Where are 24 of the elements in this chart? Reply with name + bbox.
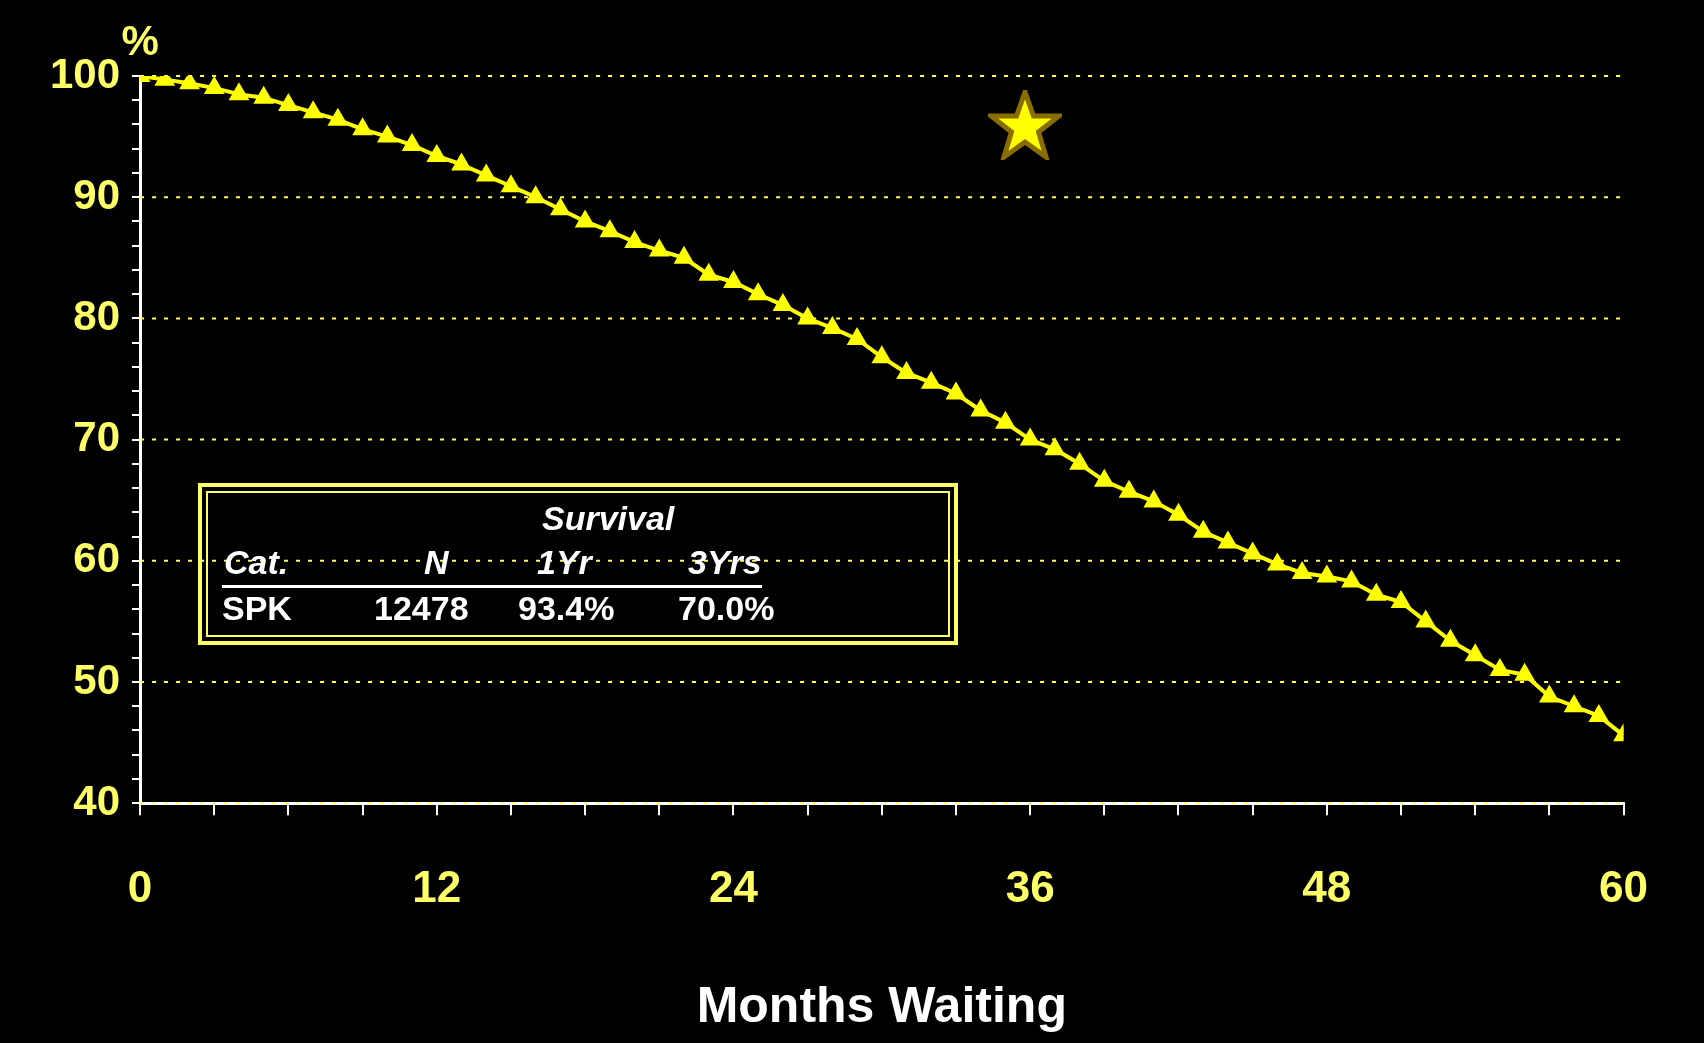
y-tick-label: 60 (73, 534, 121, 582)
x-tick-label: 48 (1302, 861, 1352, 911)
annotation: N (424, 543, 449, 582)
annotation: 12478 (374, 589, 469, 628)
y-tick-label: 80 (73, 291, 121, 339)
annotation: 93.4% (518, 589, 615, 628)
annotation: Cat. (224, 543, 289, 582)
x-tick-label: 12 (412, 861, 462, 911)
y-tick-label: 90 (73, 170, 121, 218)
x-tick-label: 24 (708, 861, 759, 911)
y-tick-label: 70 (73, 413, 121, 461)
annotation: 3Yrs (688, 543, 762, 582)
y-tick-label: 40 (73, 776, 121, 824)
y-axis-title: % (121, 16, 159, 64)
annotation: Survival (542, 499, 675, 538)
annotation: 1Yr (537, 543, 592, 582)
annotation: 70.0% (678, 589, 775, 628)
x-tick-label: 36 (1005, 861, 1055, 911)
x-axis-title: Months Waiting (696, 976, 1067, 1033)
y-tick-label: 50 (73, 655, 121, 703)
x-tick-label: 0 (127, 861, 153, 911)
y-tick-label: 100 (50, 49, 121, 97)
x-tick-label: 60 (1599, 861, 1649, 911)
annotation: SPK (222, 589, 292, 628)
